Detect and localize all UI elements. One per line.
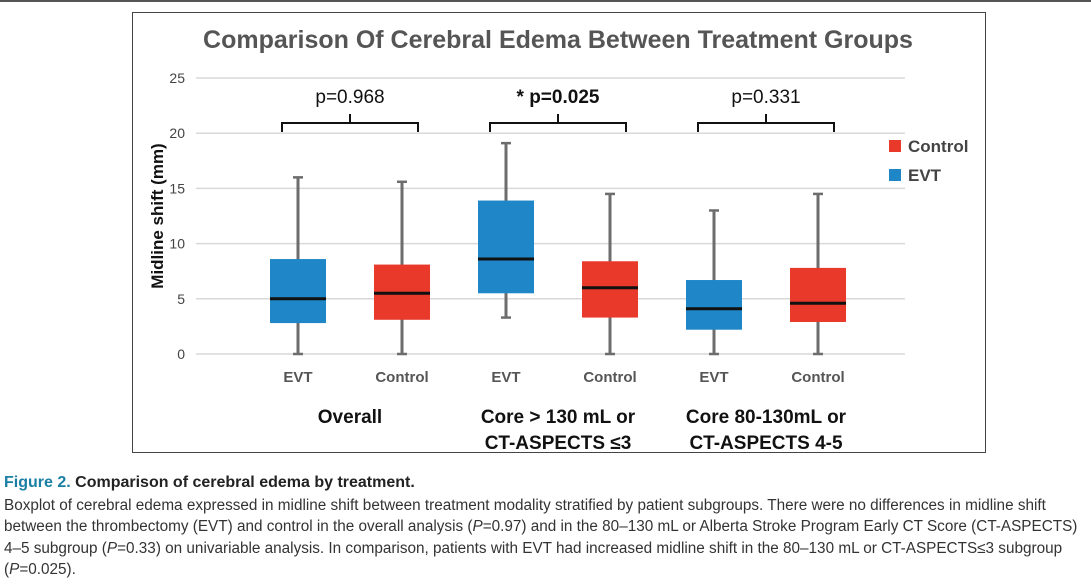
caption-text: Boxplot of cerebral edema expressed in m… xyxy=(4,497,1046,536)
group-label: Core 80-130mL or xyxy=(686,407,847,428)
x-tick-label: EVT xyxy=(283,369,312,386)
x-tick-label: Control xyxy=(791,369,844,386)
x-tick-label: Control xyxy=(375,369,428,386)
x-tick-label: EVT xyxy=(491,369,520,386)
top-divider xyxy=(0,0,1091,2)
y-axis-label: Midline shift (mm) xyxy=(148,143,167,288)
y-tick-label: 0 xyxy=(177,346,185,362)
p-value-bracket xyxy=(489,114,627,132)
group-label: CT-ASPECTS 4-5 xyxy=(689,433,843,452)
y-tick-label: 10 xyxy=(169,236,185,252)
caption-text: =0.025). xyxy=(19,561,76,579)
chart-title: Comparison Of Cerebral Edema Between Tre… xyxy=(203,26,913,54)
box-evt xyxy=(270,259,326,324)
caption-body: Boxplot of cerebral edema expressed in m… xyxy=(4,495,1089,581)
legend-label: Control xyxy=(908,137,968,156)
figure-label: Figure 2. xyxy=(4,474,71,491)
p-value-label: p=0.968 xyxy=(315,87,384,108)
group-label: Overall xyxy=(318,407,382,428)
caption-italic-p: P xyxy=(472,518,483,536)
legend-swatch-control xyxy=(889,140,901,152)
legend-swatch-evt xyxy=(889,169,901,181)
box-evt xyxy=(686,280,742,330)
y-tick-label: 15 xyxy=(169,180,185,196)
group-label: Core > 130 mL or xyxy=(481,407,636,428)
x-tick-label: EVT xyxy=(699,369,728,386)
caption-title: Figure 2. Comparison of cerebral edema b… xyxy=(4,474,1089,492)
box-control xyxy=(790,267,846,322)
y-tick-label: 5 xyxy=(177,291,185,307)
legend-label: EVT xyxy=(908,166,942,185)
chart-frame: Comparison Of Cerebral Edema Between Tre… xyxy=(132,12,986,453)
box-control xyxy=(582,261,638,318)
p-value-label: * p=0.025 xyxy=(517,87,600,108)
x-tick-label: Control xyxy=(583,369,636,386)
p-value-bracket xyxy=(697,114,835,132)
caption-text: =0.33) on univariable analysis. In compa… xyxy=(4,539,1063,579)
p-value-bracket xyxy=(281,114,419,132)
box-evt xyxy=(478,200,534,294)
caption-italic-p: P xyxy=(9,561,20,579)
y-tick-label: 25 xyxy=(169,70,185,86)
p-value-label: p=0.331 xyxy=(731,87,800,108)
boxplot-chart: Comparison Of Cerebral Edema Between Tre… xyxy=(148,26,968,452)
group-label: CT-ASPECTS ≤3 xyxy=(485,433,632,452)
figure-caption: Figure 2. Comparison of cerebral edema b… xyxy=(4,474,1089,581)
figure-title: Comparison of cerebral edema by treatmen… xyxy=(75,474,415,491)
caption-text: =0.97) and in the 80–130 mL or Alberta S… xyxy=(4,518,1078,557)
caption-italic-p: P xyxy=(106,539,118,557)
y-tick-label: 20 xyxy=(169,125,185,141)
